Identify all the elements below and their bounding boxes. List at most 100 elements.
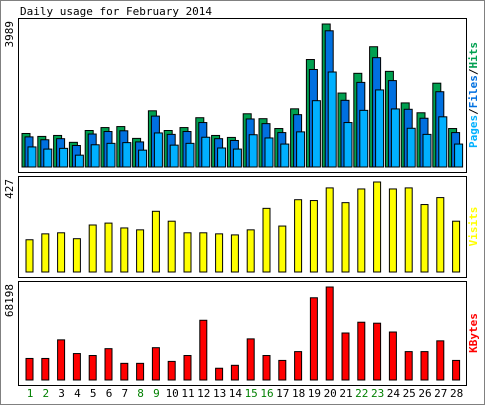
bar — [390, 108, 400, 168]
x-tick-label: 12 — [197, 387, 210, 400]
bar — [104, 222, 113, 273]
bar — [151, 347, 160, 381]
bar — [359, 109, 369, 168]
bar — [215, 367, 224, 381]
bar — [183, 355, 192, 381]
bar — [248, 134, 258, 168]
panel — [18, 281, 467, 386]
bar — [438, 116, 448, 168]
bar — [120, 227, 129, 273]
x-tick-label: 25 — [403, 387, 416, 400]
bar — [420, 351, 429, 381]
bar — [375, 89, 385, 168]
x-tick-label: 2 — [42, 387, 49, 400]
legend-entry: Hits — [467, 42, 480, 69]
bar — [72, 238, 81, 273]
x-tick-label: 5 — [90, 387, 97, 400]
bar — [454, 143, 464, 168]
bar — [136, 229, 145, 273]
bar — [357, 321, 366, 381]
x-tick-label: 4 — [74, 387, 81, 400]
legend: Visits — [467, 207, 480, 247]
bar — [57, 339, 66, 381]
bar — [388, 331, 397, 381]
bar — [57, 232, 66, 273]
bar — [88, 355, 97, 381]
legend-entry: Visits — [467, 207, 480, 247]
bar — [104, 348, 113, 381]
bar — [90, 144, 100, 168]
bar — [136, 362, 145, 381]
x-tick-label: 16 — [260, 387, 273, 400]
bar — [406, 127, 416, 168]
bar — [341, 202, 350, 273]
bar — [41, 357, 50, 381]
legend: Pages/Files/Hits — [467, 42, 480, 148]
x-tick-label: 24 — [387, 387, 401, 400]
bar — [373, 322, 382, 381]
x-tick-label: 14 — [229, 387, 243, 400]
bar — [246, 229, 255, 273]
bar — [201, 136, 211, 168]
bar — [294, 351, 303, 381]
bar — [436, 340, 445, 381]
x-tick-label: 15 — [245, 387, 258, 400]
x-tick-label: 3 — [58, 387, 65, 400]
bar — [230, 234, 239, 273]
bar — [215, 233, 224, 273]
x-tick-label: 8 — [137, 387, 144, 400]
bar — [167, 220, 176, 273]
bar — [232, 148, 242, 168]
x-tick-label: 23 — [371, 387, 384, 400]
bar — [327, 71, 337, 168]
bar — [27, 146, 37, 168]
x-tick-label: 17 — [276, 387, 289, 400]
bar — [153, 132, 163, 168]
bar — [106, 142, 116, 168]
bar — [278, 225, 287, 273]
bar — [199, 319, 208, 381]
x-tick-label: 20 — [324, 387, 337, 400]
legend-entry: KBytes — [467, 313, 480, 353]
x-tick-label: 1 — [27, 387, 34, 400]
legend: KBytes — [467, 313, 480, 353]
bar — [278, 359, 287, 381]
x-tick-label: 9 — [153, 387, 160, 400]
bar — [309, 297, 318, 381]
bar — [183, 232, 192, 273]
bar — [59, 147, 69, 168]
bar — [388, 188, 397, 273]
bar — [25, 239, 34, 273]
bar — [325, 286, 334, 381]
bar — [422, 133, 432, 168]
bar — [452, 359, 461, 381]
bar — [41, 233, 50, 273]
bar — [217, 147, 227, 168]
y-tick-label: 3989 — [3, 21, 16, 48]
legend-separator: / — [467, 68, 480, 75]
bar — [72, 353, 81, 381]
bar — [420, 204, 429, 273]
bar — [138, 149, 148, 168]
bar — [262, 207, 271, 273]
panel — [18, 176, 467, 278]
x-tick-label: 26 — [418, 387, 431, 400]
legend-separator: / — [467, 108, 480, 115]
bar — [311, 100, 321, 168]
bar — [185, 142, 195, 168]
x-tick-label: 11 — [181, 387, 194, 400]
y-tick-label: 427 — [3, 179, 16, 199]
bar — [169, 144, 179, 168]
x-tick-label: 28 — [450, 387, 463, 400]
bar — [404, 187, 413, 273]
bar — [199, 232, 208, 273]
bar — [341, 332, 350, 381]
bar — [436, 197, 445, 273]
x-tick-label: 7 — [121, 387, 128, 400]
bar — [357, 188, 366, 273]
x-tick-label: 19 — [308, 387, 321, 400]
bar — [246, 338, 255, 381]
bar — [280, 143, 290, 168]
bar — [262, 355, 271, 381]
